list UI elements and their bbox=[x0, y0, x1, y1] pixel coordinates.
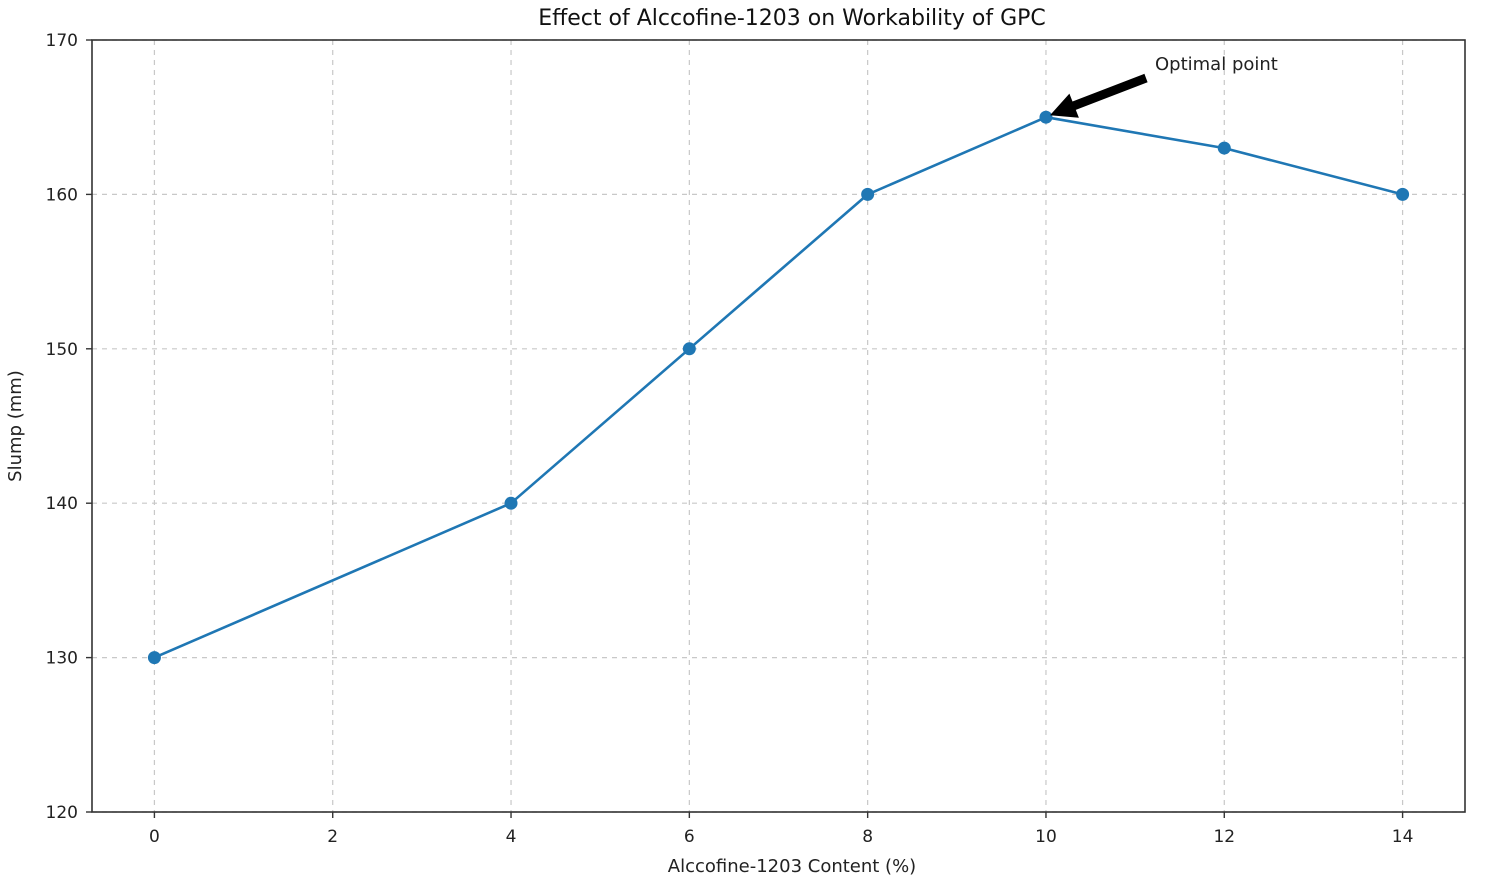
y-tick-label: 170 bbox=[46, 31, 78, 51]
data-point-marker bbox=[504, 496, 518, 510]
annotation-arrow-icon bbox=[1050, 73, 1148, 118]
data-point-marker bbox=[682, 342, 696, 356]
x-axis-ticks: 0 2 4 6 8 10 12 14 bbox=[149, 812, 1413, 847]
x-tick-label: 4 bbox=[506, 827, 517, 847]
x-tick-label: 0 bbox=[149, 827, 160, 847]
plot-frame bbox=[91, 39, 1466, 813]
data-point-marker bbox=[147, 651, 161, 665]
data-point-marker bbox=[1039, 110, 1053, 124]
x-tick-label: 6 bbox=[684, 827, 695, 847]
data-point-marker bbox=[1396, 187, 1410, 201]
y-tick-label: 160 bbox=[46, 185, 78, 205]
y-tick-label: 120 bbox=[46, 803, 78, 823]
y-tick-label: 150 bbox=[46, 340, 78, 360]
x-tick-label: 12 bbox=[1213, 827, 1235, 847]
annotation-text: Optimal point bbox=[1155, 54, 1278, 75]
annotation: Optimal point bbox=[1050, 54, 1278, 118]
y-axis-ticks: 120 130 140 150 160 170 bbox=[46, 31, 92, 823]
series-line bbox=[153, 115, 1403, 659]
data-series bbox=[147, 110, 1410, 665]
x-tick-label: 8 bbox=[862, 827, 873, 847]
chart-title: Effect of Alccofine-1203 on Workability … bbox=[538, 6, 1046, 31]
x-tick-label: 2 bbox=[327, 827, 338, 847]
x-tick-label: 10 bbox=[1035, 827, 1057, 847]
y-axis-label: Slump (mm) bbox=[5, 370, 26, 482]
data-point-marker bbox=[1217, 141, 1231, 155]
x-tick-label: 14 bbox=[1392, 827, 1414, 847]
data-point-marker bbox=[861, 187, 875, 201]
x-axis-label: Alccofine-1203 Content (%) bbox=[668, 856, 916, 877]
y-tick-label: 130 bbox=[46, 649, 78, 669]
y-tick-label: 140 bbox=[46, 494, 78, 514]
